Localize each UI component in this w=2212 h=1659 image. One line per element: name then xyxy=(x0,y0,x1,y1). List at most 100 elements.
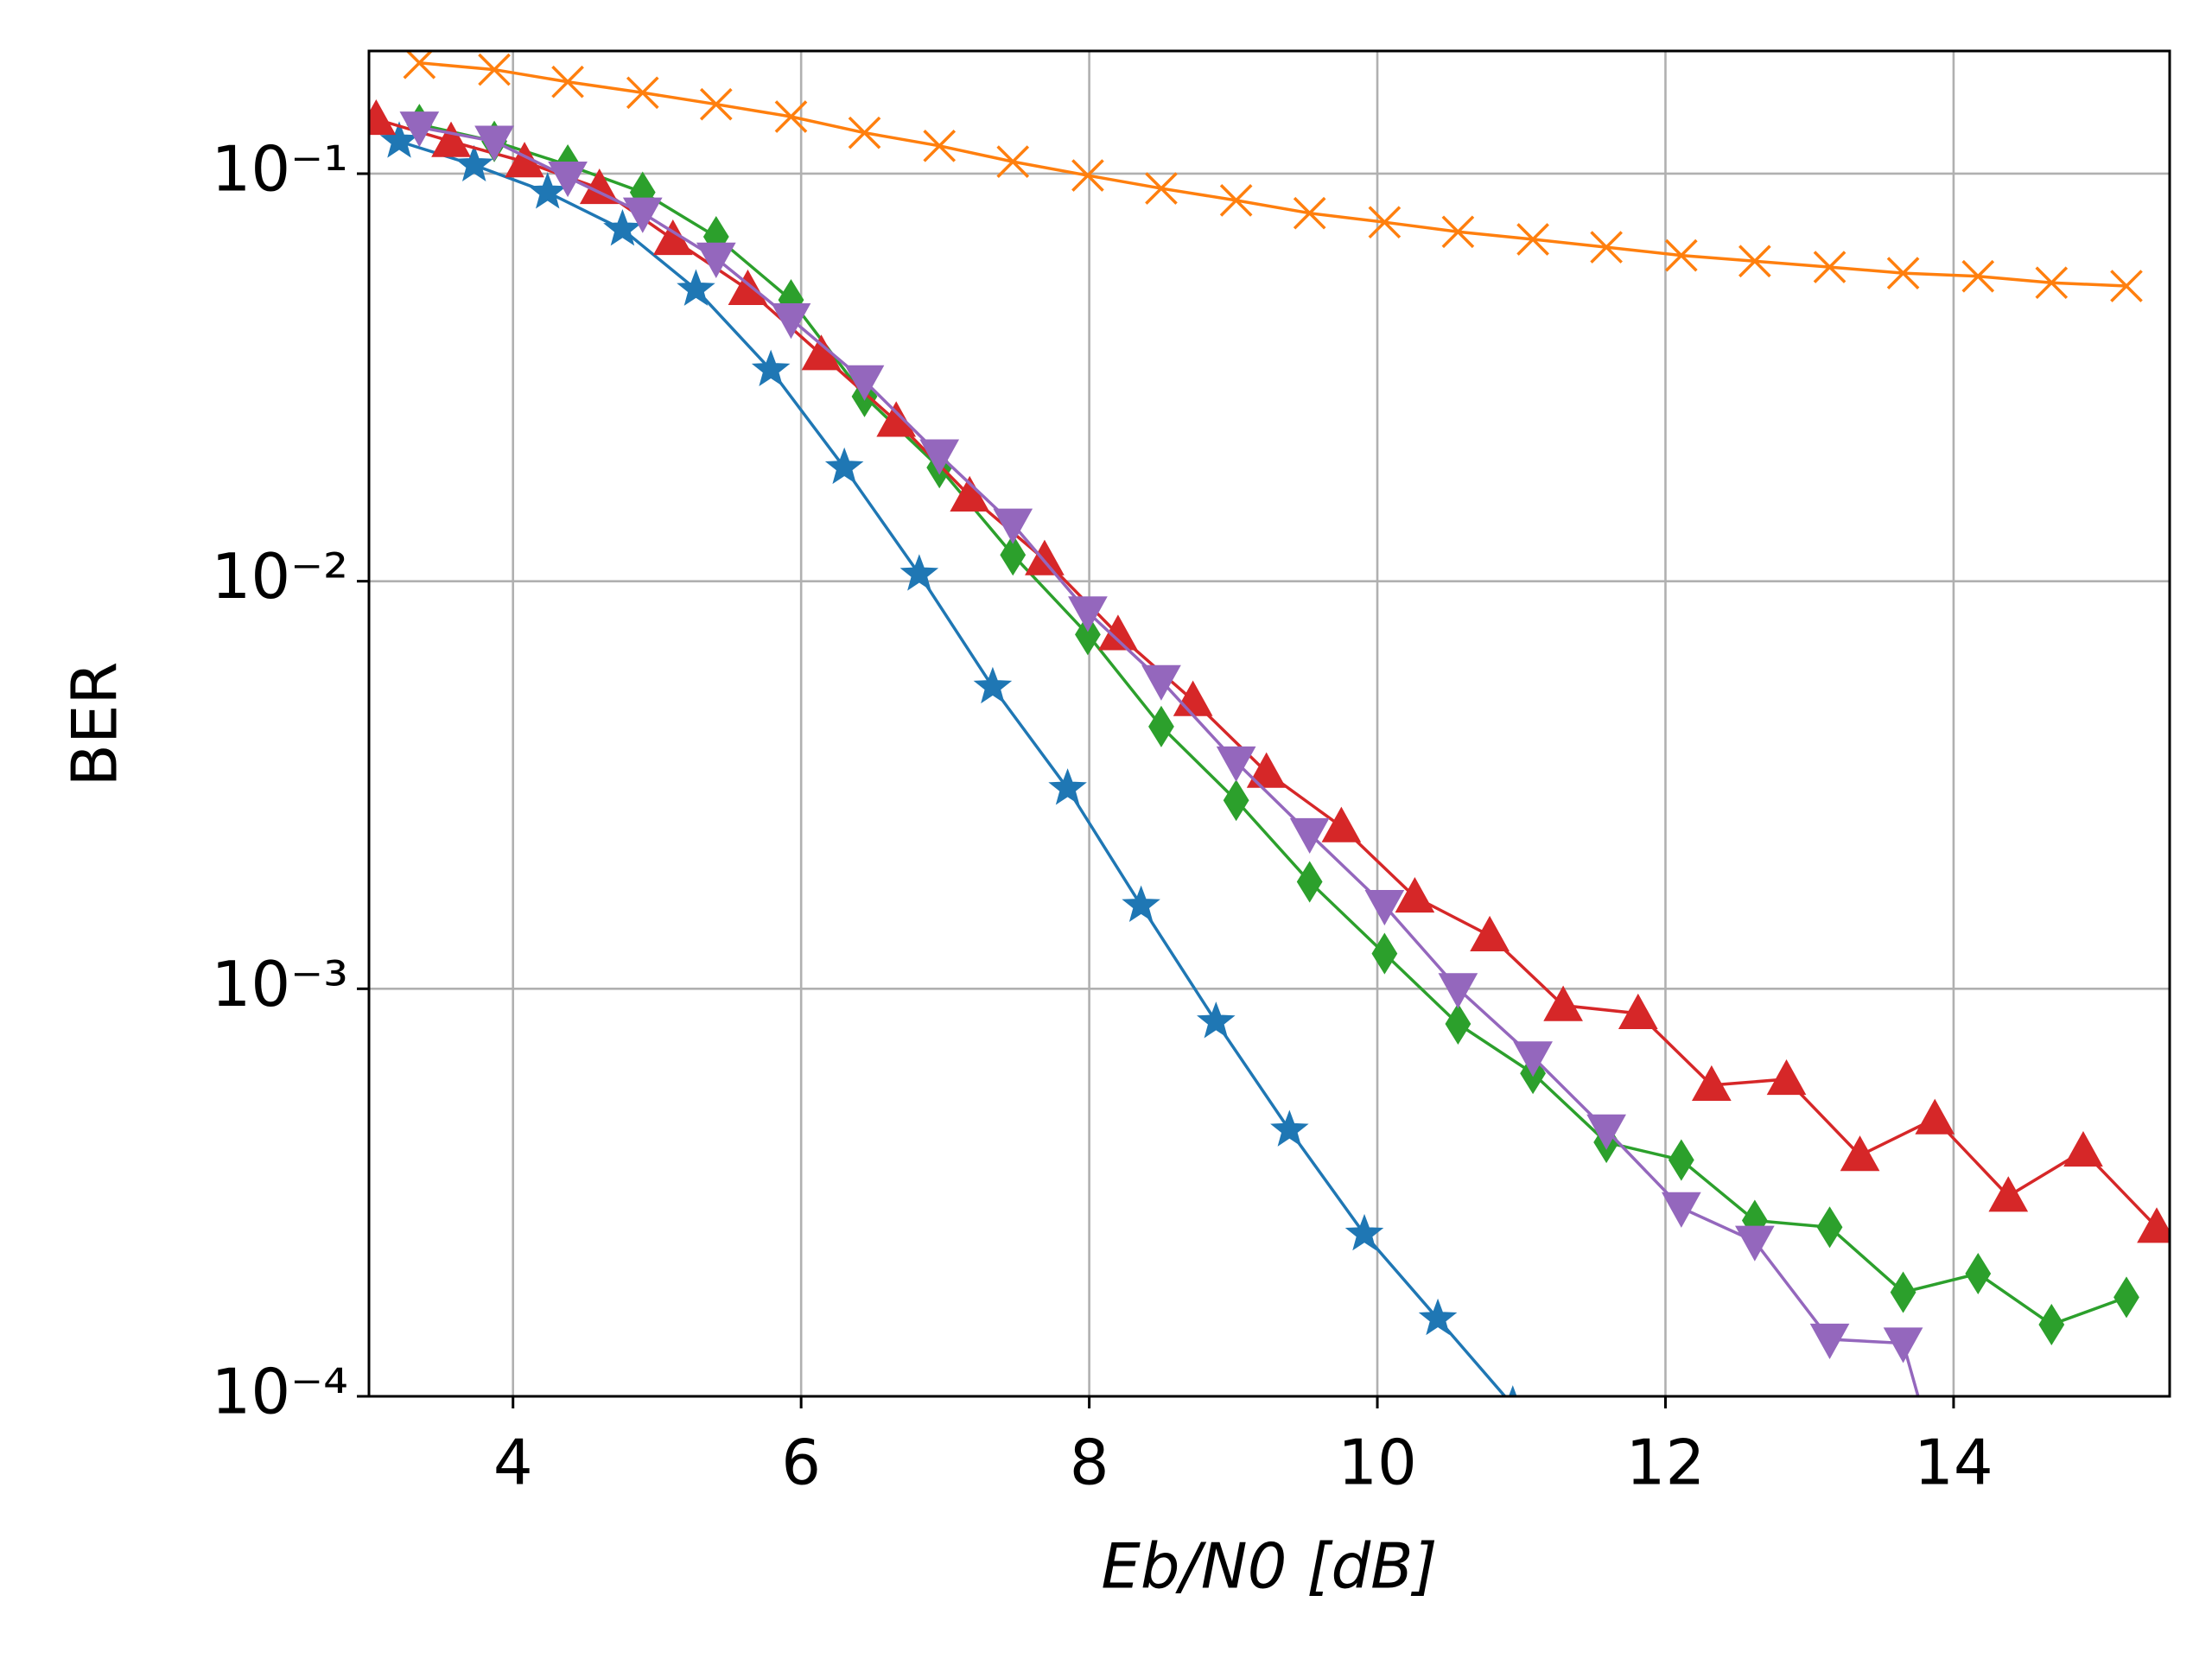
marker xyxy=(1246,752,1287,788)
marker xyxy=(1590,231,1623,264)
marker xyxy=(1691,1065,1732,1102)
x-tick-label: 10 xyxy=(1338,1427,1417,1499)
series-line xyxy=(419,61,2127,288)
marker xyxy=(2038,1303,2065,1345)
marker xyxy=(1513,1041,1553,1077)
y-tick-label: 10⁻¹ xyxy=(212,133,348,206)
marker xyxy=(1071,159,1104,192)
marker xyxy=(1197,1001,1236,1039)
marker xyxy=(1890,1271,1916,1313)
marker xyxy=(1664,238,1698,272)
marker xyxy=(1883,1327,1923,1363)
marker xyxy=(403,51,436,79)
y-axis-label: BER xyxy=(59,662,131,787)
marker xyxy=(1961,259,1995,293)
marker xyxy=(1371,932,1398,975)
marker xyxy=(528,172,568,209)
marker xyxy=(1364,889,1405,926)
marker xyxy=(454,144,493,181)
marker xyxy=(1075,613,1101,656)
marker xyxy=(1395,877,1435,913)
marker xyxy=(1516,223,1549,256)
marker xyxy=(1219,184,1253,217)
marker xyxy=(1988,1176,2029,1212)
marker xyxy=(771,303,811,340)
marker xyxy=(844,365,885,401)
marker xyxy=(1661,1192,1701,1228)
marker xyxy=(1508,1385,1517,1396)
marker xyxy=(1223,779,1249,822)
x-tick-label: 12 xyxy=(1626,1427,1706,1499)
series-line xyxy=(398,139,1507,1396)
marker xyxy=(993,508,1033,544)
marker xyxy=(751,349,791,387)
series-line xyxy=(419,125,1920,1396)
marker xyxy=(1321,806,1362,842)
marker xyxy=(1738,245,1771,278)
plot-area xyxy=(369,51,2170,1396)
marker xyxy=(1886,257,1920,289)
axes-frame xyxy=(367,49,2171,1398)
marker xyxy=(1270,1109,1309,1147)
marker xyxy=(899,554,939,591)
marker xyxy=(369,99,397,136)
marker xyxy=(1122,885,1160,923)
marker xyxy=(1145,172,1178,205)
marker xyxy=(1470,915,1510,951)
marker xyxy=(2113,1276,2139,1319)
x-tick-label: 14 xyxy=(1914,1427,1993,1499)
marker xyxy=(699,87,733,121)
marker xyxy=(923,129,957,162)
x-tick-label: 4 xyxy=(493,1427,533,1499)
marker xyxy=(1618,993,1658,1029)
marker xyxy=(1586,1114,1626,1150)
marker xyxy=(2035,266,2069,300)
marker xyxy=(1438,973,1478,1009)
marker xyxy=(1289,817,1330,855)
marker xyxy=(1809,1323,1850,1360)
marker xyxy=(1141,664,1181,701)
marker xyxy=(1293,196,1326,230)
marker xyxy=(478,53,511,86)
ticks: 4 6 8 10 12 14 10⁻⁴ 10⁻³ 10⁻² 10⁻¹ xyxy=(212,133,1993,1499)
marker xyxy=(399,111,440,148)
marker xyxy=(1368,206,1402,239)
marker xyxy=(2063,1131,2103,1167)
marker xyxy=(1816,1206,1843,1249)
marker xyxy=(696,242,736,278)
marker xyxy=(876,401,917,437)
marker xyxy=(774,100,808,133)
x-tick-label: 8 xyxy=(1070,1427,1109,1499)
marker xyxy=(1000,534,1027,576)
marker xyxy=(551,65,584,99)
marker xyxy=(1965,1252,1992,1295)
x-axis-label: Eb/N0 [dB] xyxy=(1101,1530,1437,1603)
marker xyxy=(1766,1058,1807,1096)
series-line xyxy=(418,123,2127,1326)
marker xyxy=(1813,251,1847,283)
marker xyxy=(474,125,514,162)
y-tick-label: 10⁻² xyxy=(212,540,348,613)
marker xyxy=(996,145,1030,178)
marker xyxy=(1668,1139,1694,1181)
marker xyxy=(1025,539,1065,575)
marker xyxy=(677,269,715,306)
marker xyxy=(1840,1135,1880,1172)
marker xyxy=(1048,768,1087,805)
marker xyxy=(548,162,588,198)
marker xyxy=(1344,1213,1384,1251)
marker xyxy=(2110,270,2143,302)
marker xyxy=(1418,1298,1458,1336)
marker xyxy=(919,439,960,475)
marker xyxy=(622,197,663,233)
x-tick-label: 6 xyxy=(781,1427,821,1499)
marker xyxy=(848,116,881,149)
marker xyxy=(1915,1098,1955,1135)
marker xyxy=(626,76,659,110)
marker xyxy=(973,666,1013,704)
marker xyxy=(1148,705,1174,747)
marker xyxy=(1068,596,1108,632)
y-tick-label: 10⁻³ xyxy=(212,948,348,1020)
marker xyxy=(1296,861,1323,903)
